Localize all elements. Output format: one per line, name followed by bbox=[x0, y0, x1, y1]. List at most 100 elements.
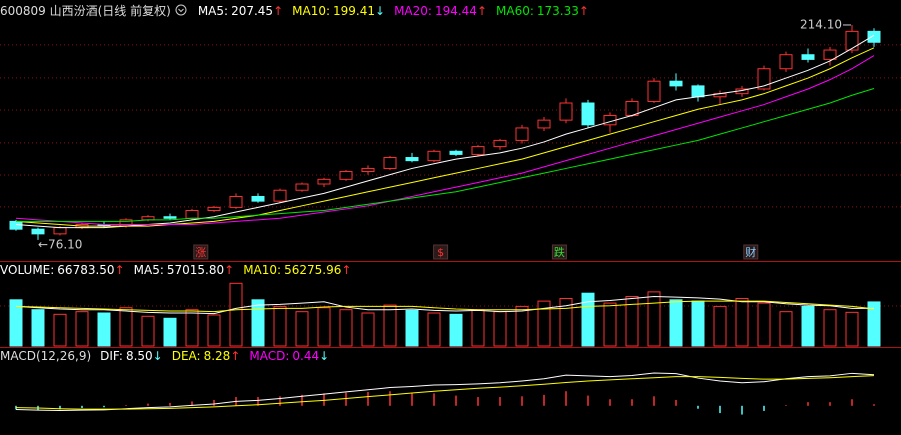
volume-bar bbox=[9, 299, 23, 347]
price-header: 600809 山西汾酒(日线 前复权) MA5: 207.45 ↑ MA10: 199.4… bbox=[0, 4, 589, 18]
volume-bar bbox=[515, 305, 529, 347]
candle-body bbox=[493, 139, 507, 148]
settings-icon[interactable] bbox=[175, 4, 189, 16]
ma-line bbox=[16, 87, 875, 222]
legend-value: 207.45 bbox=[231, 4, 274, 18]
legend-name: MA5: bbox=[197, 4, 229, 18]
candle-body bbox=[867, 30, 881, 43]
candle-body bbox=[845, 30, 859, 51]
candle-body bbox=[295, 183, 309, 191]
candle-body bbox=[471, 146, 485, 155]
chart-title: 600809 山西汾酒(日线 前复权) bbox=[0, 4, 171, 18]
volume-bar bbox=[163, 317, 177, 347]
legend-name: DIF: bbox=[100, 349, 123, 363]
volume-bar bbox=[471, 309, 485, 347]
candle-body bbox=[515, 127, 529, 141]
volume-bar bbox=[801, 305, 815, 347]
legend-item: MA5: 57015.80↑ bbox=[134, 263, 235, 277]
event-marker-box bbox=[551, 244, 567, 260]
legend-name: MA5: bbox=[133, 263, 164, 277]
volume-bar bbox=[603, 302, 617, 347]
volume-bar bbox=[119, 307, 133, 347]
volume-bar bbox=[427, 312, 441, 347]
candle-body bbox=[669, 80, 683, 87]
event-marker-box bbox=[193, 244, 209, 260]
legend-name: MACD: bbox=[249, 349, 290, 363]
legend-item: MA20: 194.44↑ bbox=[394, 4, 487, 18]
volume-bar bbox=[317, 307, 331, 347]
high-label: 214.10 bbox=[800, 17, 842, 31]
legend-value: 56275.96 bbox=[284, 263, 342, 277]
volume-bar bbox=[823, 309, 837, 347]
ma-line bbox=[15, 55, 875, 226]
ma-line bbox=[15, 375, 875, 410]
event-marker-box bbox=[433, 244, 449, 260]
volume-arrow: ↑ bbox=[114, 263, 125, 277]
candle-body bbox=[229, 195, 243, 208]
legend-value: 8.50 bbox=[125, 349, 153, 363]
candle-body bbox=[383, 157, 397, 169]
legend-item: MA10: 56275.96↑ bbox=[243, 263, 351, 277]
candle-body bbox=[537, 119, 551, 129]
legend-value: 199.41 bbox=[333, 4, 375, 18]
volume-bar bbox=[141, 315, 155, 347]
candle-body bbox=[207, 206, 221, 211]
legend-arrow: ↑ bbox=[476, 4, 487, 18]
legend-value: 173.33 bbox=[536, 4, 579, 18]
candle-body bbox=[405, 157, 419, 162]
legend-arrow: ↓ bbox=[375, 4, 386, 18]
candle-body bbox=[163, 216, 177, 219]
ma-line bbox=[15, 295, 875, 315]
candle-body bbox=[31, 228, 45, 235]
volume-bar bbox=[75, 311, 89, 347]
candle-body bbox=[317, 178, 331, 185]
volume-bar bbox=[361, 312, 375, 347]
legend-value: 8.28 bbox=[203, 349, 231, 363]
event-marker: 涨 bbox=[195, 246, 206, 259]
volume-bar bbox=[713, 305, 727, 347]
volume-title: VOLUME: bbox=[0, 263, 55, 277]
ma-line bbox=[15, 34, 875, 229]
volume-bar bbox=[757, 302, 771, 347]
volume-bar bbox=[493, 311, 507, 347]
macd-header: MACD(12,26,9) DIF: 8.50↓ DEA: 8.28↑ MACD: 0.44… bbox=[0, 349, 329, 363]
volume-bar bbox=[53, 313, 67, 347]
volume-bar bbox=[339, 309, 353, 347]
volume-bar bbox=[295, 311, 309, 347]
legend-item: DEA: 8.28↑ bbox=[172, 349, 241, 363]
legend-arrow: ↑ bbox=[230, 349, 241, 363]
event-marker: 财 bbox=[745, 245, 756, 259]
candle-body bbox=[625, 100, 639, 116]
legend-value: 0.44 bbox=[292, 349, 320, 363]
volume-bar bbox=[559, 297, 573, 347]
legend-item: MA60: 173.33↑ bbox=[496, 4, 589, 18]
candle-body bbox=[757, 68, 771, 90]
candle-body bbox=[559, 102, 573, 121]
volume-bar bbox=[647, 291, 661, 347]
candle-body bbox=[801, 54, 815, 60]
macd-title: MACD(12,26,9) bbox=[0, 349, 92, 363]
legend-arrow: ↑ bbox=[578, 4, 589, 18]
candle-body bbox=[251, 195, 265, 202]
ma-line bbox=[15, 47, 875, 227]
ma-line bbox=[15, 300, 875, 313]
volume-value: 66783.50 bbox=[57, 263, 115, 277]
candle-body bbox=[273, 189, 287, 202]
volume-bar bbox=[691, 300, 705, 347]
legend-value: 57015.80 bbox=[166, 263, 225, 277]
volume-bar bbox=[273, 305, 287, 347]
legend-arrow: ↑ bbox=[224, 263, 235, 277]
legend-arrow: ↑ bbox=[341, 263, 352, 277]
volume-bar bbox=[845, 311, 859, 347]
legend-arrow: ↓ bbox=[319, 349, 330, 363]
candle-body bbox=[581, 102, 595, 126]
volume-bar bbox=[779, 311, 793, 347]
candle-body bbox=[339, 171, 353, 180]
candle-body bbox=[185, 209, 199, 219]
candle-body bbox=[449, 150, 463, 155]
legend-item: MA10: 199.41↓ bbox=[292, 4, 385, 18]
volume-bar bbox=[537, 300, 551, 347]
event-marker-box bbox=[743, 244, 759, 260]
candle-body bbox=[361, 167, 375, 173]
legend-item: DIF: 8.50↓ bbox=[100, 349, 163, 363]
